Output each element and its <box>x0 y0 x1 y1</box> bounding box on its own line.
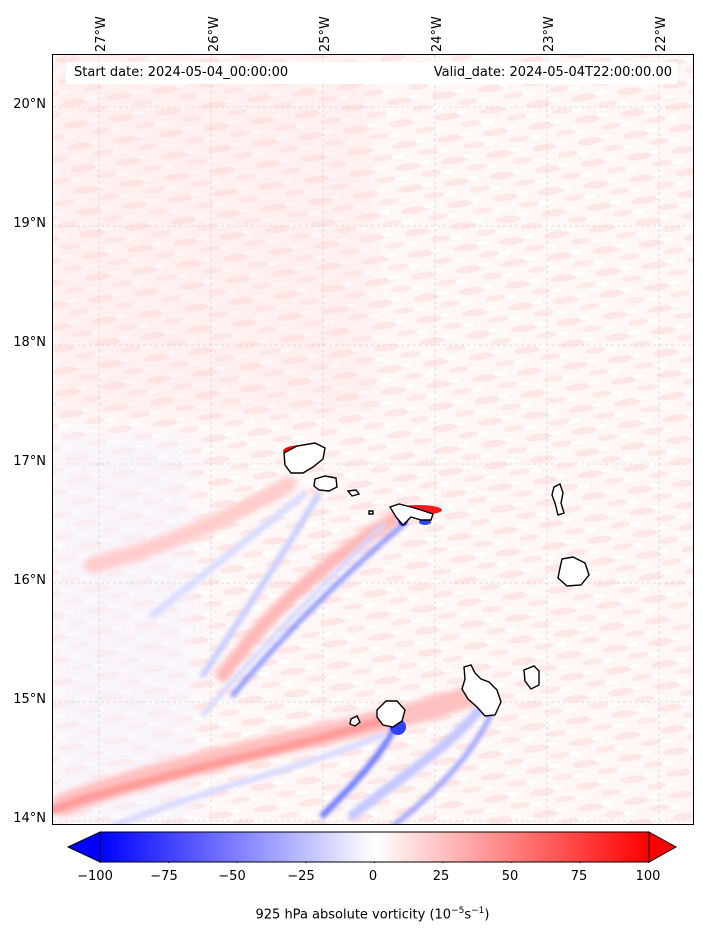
island-fogo <box>376 700 406 728</box>
lon-label-25w: 25°W <box>318 16 333 52</box>
colorbar-body <box>99 831 650 863</box>
island-santo-antao <box>283 442 326 474</box>
cbar-tick-neg100: −100 <box>77 869 113 884</box>
island-sao-nicolau <box>388 503 434 527</box>
lat-label-18n: 18°N <box>13 335 46 350</box>
cbar-tick-0: 0 <box>368 869 378 884</box>
vorticity-field <box>53 55 693 824</box>
header-annotation: Start date: 2024-05-04_00:00:00 Valid_da… <box>66 62 677 84</box>
cbar-tick-neg75: −75 <box>150 869 178 884</box>
lon-label-22w: 22°W <box>654 16 669 52</box>
lat-label-15n: 15°N <box>13 692 46 707</box>
lon-label-23w: 23°W <box>542 16 557 52</box>
lon-label-27w: 27°W <box>94 16 109 52</box>
island-brava <box>349 715 361 727</box>
cbar-tick-50: 50 <box>501 869 519 884</box>
island-sao-vicente <box>313 475 338 492</box>
cbar-tick-25: 25 <box>432 869 450 884</box>
island-santa-luzia <box>346 489 361 497</box>
cbar-tick-75: 75 <box>570 869 588 884</box>
lon-label-26w: 26°W <box>207 16 222 52</box>
valid-date-label: Valid_date: 2024-05-04T22:00:00.00 <box>433 65 672 80</box>
colorbar-extend-min <box>66 831 101 863</box>
colorbar-ticks <box>99 862 650 863</box>
island-maio <box>523 665 540 690</box>
southern-wakes <box>53 684 496 824</box>
cbar-tick-neg50: −50 <box>218 869 246 884</box>
lat-label-17n: 17°N <box>13 454 46 469</box>
colorbar <box>66 831 678 863</box>
island-boa-vista <box>557 556 590 587</box>
cbar-tick-neg25: −25 <box>287 869 315 884</box>
map-panel <box>52 54 694 825</box>
northern-wakes <box>85 477 408 718</box>
lat-label-19n: 19°N <box>13 216 46 231</box>
island-sal <box>551 483 565 516</box>
northwest-pink-region <box>53 55 373 415</box>
island-islet <box>368 510 374 515</box>
colorbar-label: 925 hPa absolute vorticity (10−5s−1) <box>255 906 490 923</box>
island-santiago <box>461 664 502 717</box>
southwest-pale-region <box>53 435 193 824</box>
lat-label-16n: 16°N <box>13 573 46 588</box>
lat-label-14n: 14°N <box>13 811 46 826</box>
islands <box>283 442 590 728</box>
lon-label-24w: 24°W <box>430 16 445 52</box>
lat-label-20n: 20°N <box>13 97 46 112</box>
start-date-label: Start date: 2024-05-04_00:00:00 <box>74 65 289 80</box>
colorbar-extend-max <box>648 831 678 863</box>
cbar-tick-100: 100 <box>635 869 661 884</box>
